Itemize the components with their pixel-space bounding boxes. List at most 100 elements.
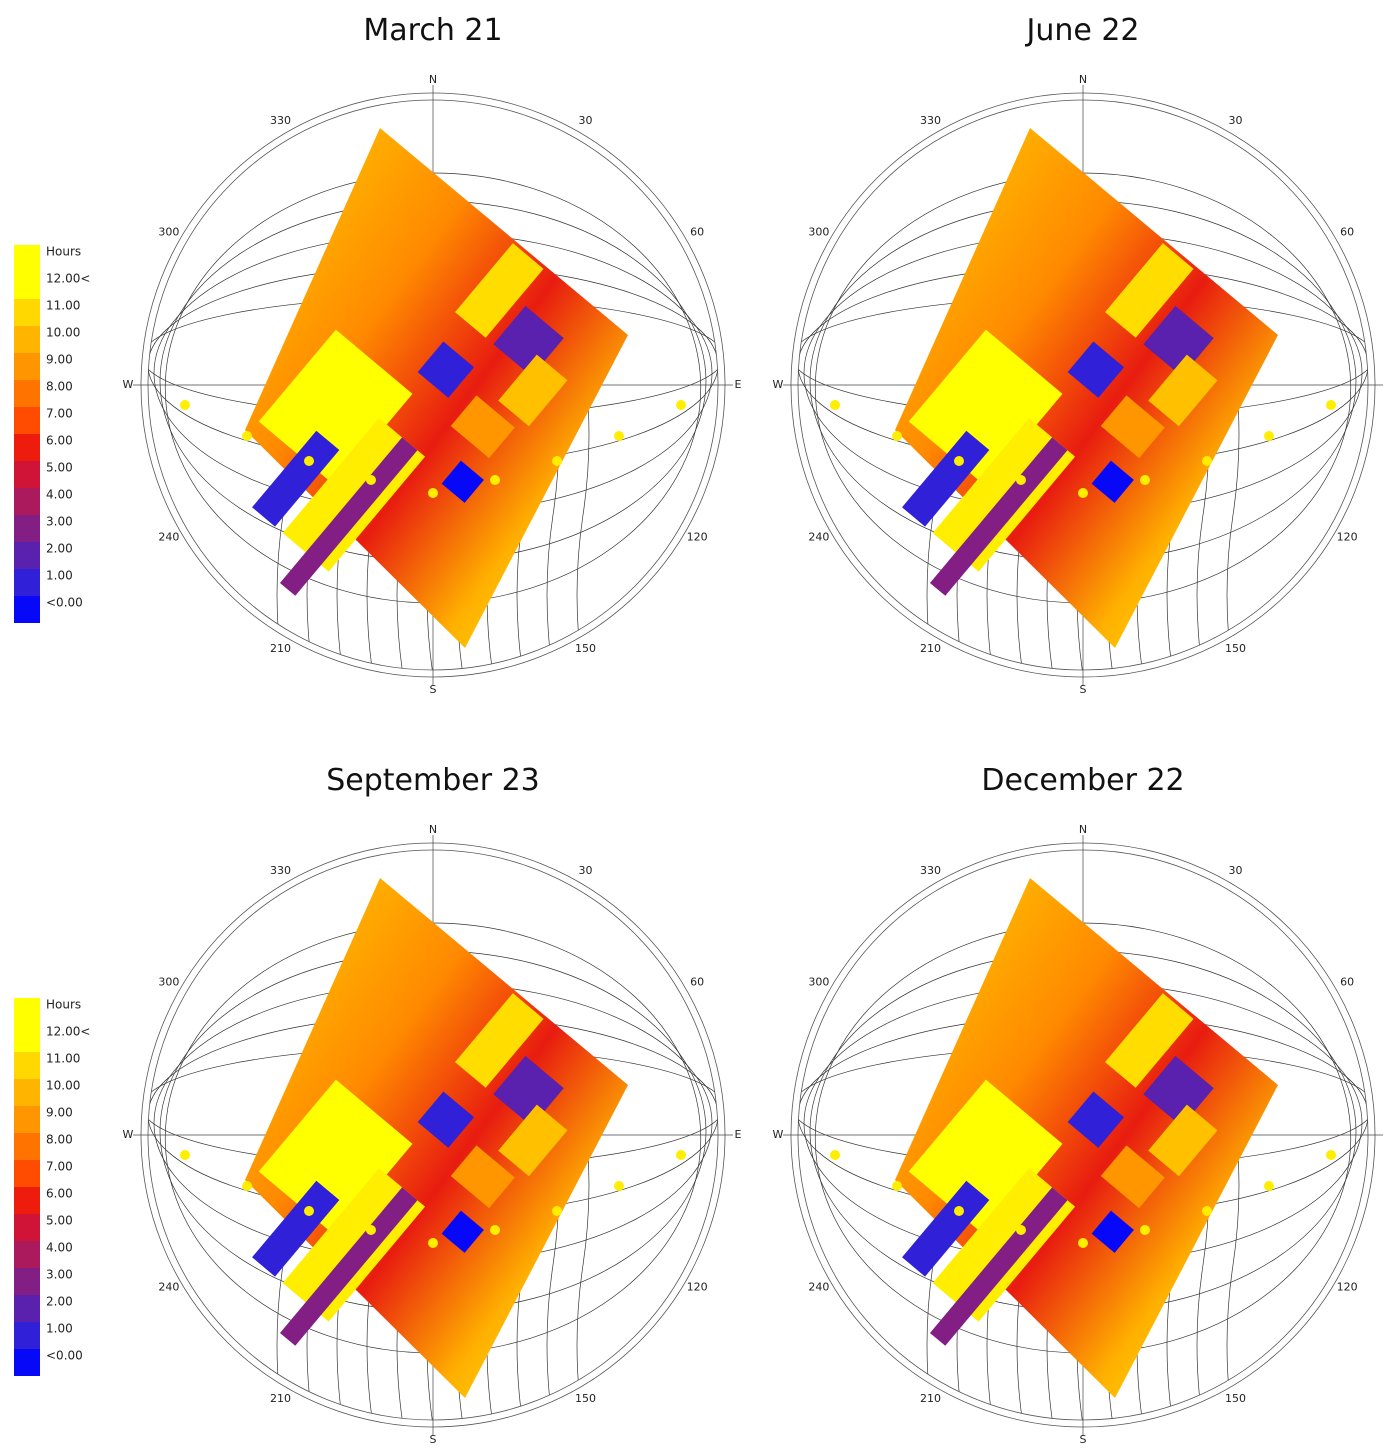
compass-label: 300 [808,226,829,239]
building [908,329,1063,486]
legend-label: 5.00 [46,1214,73,1228]
building [1100,1145,1165,1209]
legend-swatch [14,245,40,272]
building [1148,1104,1218,1177]
legend-swatch [14,1322,40,1349]
compass-label: 60 [690,976,704,989]
legend: Hours 12.00< 11.00 10.00 9.00 8.00 7.00 6.00 5.0… [14,245,90,623]
legend-swatch [14,1187,40,1214]
compass-label: 240 [158,531,179,544]
compass-label: N [1079,823,1087,836]
legend-swatch [14,407,40,434]
legend-label: 7.00 [46,407,73,421]
sun-dot [366,475,376,485]
legend-label: <0.00 [46,1349,83,1363]
compass-label: S [430,683,437,696]
sun-dot [304,1206,314,1216]
legend-swatch [14,1106,40,1133]
compass-label: 300 [158,226,179,239]
legend-label: 4.00 [46,1241,73,1255]
building [252,1180,340,1277]
compass-label: 150 [575,1392,596,1405]
sun-dot [1016,1225,1026,1235]
compass-label: W [123,1128,134,1141]
sun-path-panel: March 21 N 30 60 E 120 150 S 210 240 W 300 330 [123,13,742,696]
legend-swatch [14,326,40,353]
compass-label: S [430,1433,437,1446]
building [252,430,340,527]
building [929,1187,1068,1346]
building [258,329,413,486]
sun-path-panel: September 23 N 30 60 E 120 150 S 210 240 W 300 330 [123,763,742,1446]
legend-swatch [14,1241,40,1268]
compass-label: W [773,378,784,391]
legend-label: 5.00 [46,461,73,475]
building [1100,395,1165,459]
legend-label: 3.00 [46,1268,73,1282]
building [929,437,1068,596]
building [493,305,564,377]
sun-dot [366,1225,376,1235]
legend-swatch [14,515,40,542]
sun-dot [1140,1225,1150,1235]
sun-dot [1202,1206,1212,1216]
sun-path-panel: December 22 N 30 60 120 150 S 210 240 W 300 330 [773,763,1383,1446]
legend-label: 10.00 [46,326,80,340]
building [1105,993,1194,1088]
compass-label: N [429,73,437,86]
compass-label: 60 [1340,226,1354,239]
compass-label: 330 [920,864,941,877]
sun-dot [1202,456,1212,466]
legend-title: Hours [46,245,81,259]
legend-label: 2.00 [46,542,73,556]
compass-label: 120 [687,531,708,544]
sun-dot [892,431,902,441]
legend-swatch [14,596,40,623]
sun-dot [304,456,314,466]
legend-label: 10.00 [46,1079,80,1093]
building [417,1091,475,1148]
legend-swatch [14,569,40,596]
site-map [895,128,1278,648]
legend-swatch [14,1025,40,1052]
sun-dot [428,488,438,498]
sun-dot [180,1150,190,1160]
site-map [245,878,628,1398]
legend-swatch [14,380,40,407]
compass-label: 240 [808,531,829,544]
building [417,341,475,398]
sun-dot [614,1181,624,1191]
compass-label: 210 [920,642,941,655]
sun-dot [1264,431,1274,441]
legend-swatch [14,542,40,569]
sun-dot [242,431,252,441]
legend-label: 6.00 [46,1187,73,1201]
legend-swatch [14,488,40,515]
building [455,993,544,1088]
sun-dot [1326,1150,1336,1160]
legend-swatch [14,998,40,1025]
panel-title: March 21 [363,13,502,48]
legend-swatch [14,299,40,326]
sun-dot [1140,475,1150,485]
building [1148,354,1218,427]
sun-dot [676,1150,686,1160]
sun-dot [954,456,964,466]
compass-label: 30 [579,114,593,127]
building [1067,341,1125,398]
sun-dot [1264,1181,1274,1191]
building [498,354,568,427]
legend-label: 6.00 [46,434,73,448]
compass-label: 300 [158,976,179,989]
building [908,1079,1063,1236]
compass-label: 330 [270,114,291,127]
legend-swatch [14,434,40,461]
compass-label: 30 [579,864,593,877]
compass-label: 300 [808,976,829,989]
legend-title: Hours [46,998,81,1012]
sun-dot [490,475,500,485]
compass-label: 150 [1225,642,1246,655]
legend-label: 8.00 [46,380,73,394]
compass-label: 330 [270,864,291,877]
building [902,1180,990,1277]
